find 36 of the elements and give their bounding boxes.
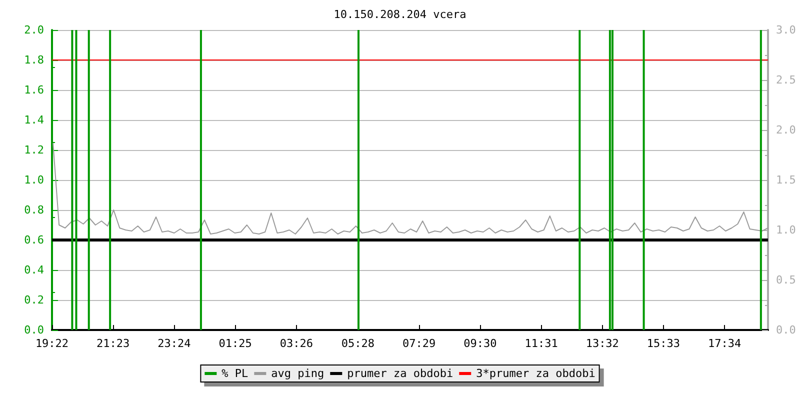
legend-label: prumer za obdobi bbox=[347, 367, 454, 380]
line-series bbox=[52, 142, 768, 234]
legend-label: % PL bbox=[222, 367, 249, 380]
y-tick-label: 0.6 bbox=[24, 234, 44, 246]
x-tick-label: 23:24 bbox=[158, 337, 192, 350]
y-tick-label: 1.6 bbox=[24, 84, 44, 96]
y2-tick-label: 2.0 bbox=[776, 124, 796, 136]
x-tick-label: 15:33 bbox=[646, 337, 680, 350]
y-tick-label: 0.4 bbox=[24, 264, 44, 276]
y-tick-label: 0.0 bbox=[24, 324, 44, 336]
x-tick-label: 03:26 bbox=[280, 337, 313, 350]
y2-tick-label: 3.0 bbox=[776, 24, 796, 36]
y-tick-label: 0.8 bbox=[24, 204, 44, 216]
x-tick-label: 13:32 bbox=[586, 337, 619, 350]
y-tick-label: 1.8 bbox=[24, 54, 44, 66]
x-tick-label: 09:30 bbox=[464, 337, 497, 350]
y-tick-label: 1.0 bbox=[24, 174, 44, 186]
x-tick-label: 11:31 bbox=[524, 337, 558, 350]
x-tick-label: 05:28 bbox=[341, 337, 375, 350]
x-tick-label: 01:25 bbox=[218, 337, 252, 350]
legend-label: 3*prumer za obdobi bbox=[476, 367, 596, 380]
x-tick-label: 19:22 bbox=[35, 337, 69, 350]
y2-tick-label: 2.5 bbox=[776, 74, 796, 86]
y-tick-label: 1.2 bbox=[24, 144, 44, 156]
y-tick-label: 1.4 bbox=[24, 114, 44, 126]
y2-tick-label: 0.5 bbox=[776, 274, 796, 286]
y-tick-label: 2.0 bbox=[24, 24, 44, 36]
legend-label: avg ping bbox=[271, 367, 324, 380]
x-tick-label: 07:29 bbox=[402, 337, 436, 350]
x-tick-label: 21:23 bbox=[96, 337, 130, 350]
x-tick-label: 17:34 bbox=[708, 337, 742, 350]
y2-tick-label: 1.5 bbox=[776, 174, 796, 186]
y2-tick-label: 1.0 bbox=[776, 224, 796, 236]
chart-title: 10.150.208.204 vcera bbox=[334, 8, 466, 21]
y-tick-label: 0.2 bbox=[24, 294, 44, 306]
y2-tick-label: 0.0 bbox=[776, 324, 796, 336]
